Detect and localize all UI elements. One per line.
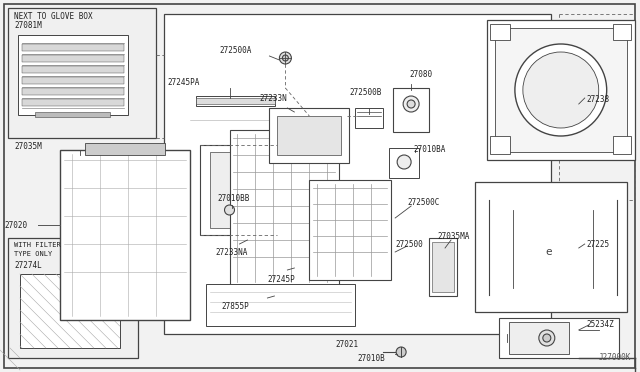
- Text: 27010BA: 27010BA: [413, 145, 445, 154]
- Bar: [22, 88, 124, 95]
- Bar: [22, 99, 124, 106]
- Bar: [389, 148, 419, 178]
- Bar: [22, 66, 124, 73]
- Ellipse shape: [513, 279, 593, 297]
- Ellipse shape: [489, 281, 617, 309]
- Bar: [200, 145, 259, 235]
- Text: 27225: 27225: [587, 240, 610, 249]
- Bar: [209, 152, 250, 228]
- Bar: [8, 238, 138, 358]
- Circle shape: [403, 96, 419, 112]
- Bar: [196, 96, 275, 106]
- Ellipse shape: [513, 201, 593, 219]
- Bar: [355, 108, 383, 128]
- Bar: [490, 136, 510, 154]
- Text: 27855P: 27855P: [221, 302, 249, 311]
- Circle shape: [280, 52, 291, 64]
- Text: 25234Z: 25234Z: [587, 320, 614, 329]
- Text: 272500: 272500: [395, 240, 423, 249]
- Text: 27245PA: 27245PA: [168, 78, 200, 87]
- Text: NEXT TO GLOVE BOX: NEXT TO GLOVE BOX: [14, 12, 93, 21]
- Text: 27238: 27238: [587, 95, 610, 104]
- Bar: [22, 55, 124, 62]
- Circle shape: [407, 100, 415, 108]
- Bar: [22, 77, 124, 84]
- Circle shape: [282, 55, 289, 61]
- Text: 27233N: 27233N: [259, 94, 287, 103]
- Circle shape: [523, 52, 598, 128]
- Text: 272500A: 272500A: [220, 46, 252, 55]
- Bar: [164, 14, 551, 334]
- Bar: [230, 130, 339, 285]
- Text: 27245P: 27245P: [268, 275, 295, 284]
- Bar: [20, 274, 120, 348]
- Circle shape: [397, 155, 411, 169]
- Text: 27035MA: 27035MA: [437, 232, 469, 241]
- Text: WITH FILTER: WITH FILTER: [14, 242, 61, 248]
- Bar: [612, 24, 630, 40]
- Circle shape: [515, 44, 607, 136]
- Text: 27081M: 27081M: [14, 21, 42, 30]
- Bar: [35, 112, 110, 117]
- Text: 272500C: 272500C: [407, 198, 440, 207]
- Bar: [309, 180, 391, 280]
- Ellipse shape: [489, 186, 617, 214]
- Bar: [509, 322, 569, 354]
- Circle shape: [396, 347, 406, 357]
- Bar: [487, 20, 635, 160]
- Bar: [85, 143, 164, 155]
- Bar: [269, 108, 349, 163]
- Polygon shape: [189, 110, 289, 320]
- Text: 27080: 27080: [409, 70, 432, 79]
- Bar: [60, 150, 189, 320]
- Text: 27233NA: 27233NA: [216, 248, 248, 257]
- Bar: [8, 8, 156, 138]
- Text: 27020: 27020: [4, 221, 27, 230]
- Circle shape: [225, 205, 234, 215]
- Text: 27010BB: 27010BB: [218, 194, 250, 203]
- Circle shape: [543, 334, 551, 342]
- Bar: [495, 28, 627, 152]
- Bar: [22, 44, 124, 51]
- Bar: [393, 88, 429, 132]
- Text: 27010B: 27010B: [357, 354, 385, 363]
- Circle shape: [539, 330, 555, 346]
- Polygon shape: [60, 110, 289, 150]
- Bar: [18, 35, 128, 115]
- Text: 27021: 27021: [335, 340, 358, 349]
- Text: 27035M: 27035M: [14, 142, 42, 151]
- Bar: [499, 318, 619, 358]
- Bar: [277, 116, 341, 155]
- Bar: [205, 284, 355, 326]
- Text: e: e: [545, 247, 552, 257]
- Text: TYPE ONLY: TYPE ONLY: [14, 251, 52, 257]
- Text: 27274L: 27274L: [14, 261, 42, 270]
- Text: J27000K: J27000K: [598, 353, 631, 362]
- Bar: [490, 24, 510, 40]
- Bar: [432, 242, 454, 292]
- Bar: [612, 136, 630, 154]
- Bar: [475, 182, 627, 312]
- Bar: [196, 98, 275, 104]
- Bar: [429, 238, 457, 296]
- Text: 272500B: 272500B: [349, 88, 381, 97]
